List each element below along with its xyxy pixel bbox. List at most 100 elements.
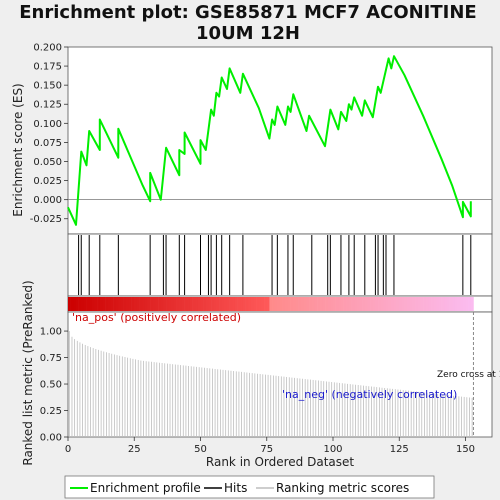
- gradient-segment: [454, 297, 458, 311]
- gradient-segment: [158, 297, 162, 311]
- gradient-segment: [325, 297, 328, 311]
- x-tick-label: 25: [128, 444, 141, 455]
- gradient-segment: [232, 297, 236, 311]
- gradient-segment: [423, 297, 427, 311]
- gradient-segment: [274, 297, 278, 311]
- gradient-segment: [449, 297, 453, 311]
- gradient-segment: [401, 297, 405, 311]
- gradient-segment: [333, 297, 336, 311]
- chart-title-line-2: 10UM 12H: [196, 23, 300, 44]
- gradient-segment: [171, 297, 175, 311]
- gradient-segment: [237, 297, 241, 311]
- gradient-segment: [208, 297, 212, 311]
- es-tick-label: 0.175: [33, 62, 62, 73]
- gradient-segment: [301, 297, 305, 311]
- gradient-segment: [399, 297, 403, 311]
- gradient-segment: [468, 297, 472, 311]
- gradient-segment: [68, 297, 71, 311]
- legend-box: [64, 475, 435, 499]
- gradient-segment: [219, 297, 222, 311]
- gradient-segment: [404, 297, 408, 311]
- gradient-segment: [253, 297, 257, 311]
- gradient-segment: [166, 297, 169, 311]
- rank-tick-label: 0.25: [40, 406, 62, 417]
- gradient-segment: [338, 297, 342, 311]
- gradient-segment: [187, 297, 191, 311]
- gradient-segment: [258, 297, 262, 311]
- gradient-segment: [269, 297, 273, 311]
- es-tick-label: 0.075: [33, 138, 62, 149]
- gradient-segment: [396, 297, 400, 311]
- ranking-panel: [67, 311, 493, 438]
- gradient-segment: [425, 297, 429, 311]
- gradient-segment: [203, 297, 207, 311]
- gradient-segment: [147, 297, 151, 311]
- es-tick-label: 0.200: [33, 43, 62, 54]
- x-tick-label: 100: [323, 444, 342, 455]
- hits-panel: [67, 233, 493, 297]
- gradient-segment: [462, 297, 466, 311]
- gradient-segment: [78, 297, 82, 311]
- gradient-segment: [195, 297, 199, 311]
- gradient-segment: [245, 297, 249, 311]
- gradient-segment: [75, 297, 79, 311]
- es-tick-label: 0.050: [33, 157, 62, 168]
- legend: Enrichment profile Hits Ranking metric s…: [64, 475, 435, 499]
- gradient-segment: [192, 297, 196, 311]
- gradient-segment: [128, 297, 132, 311]
- gradient-segment: [152, 297, 156, 311]
- gradient-segment: [97, 297, 101, 311]
- gradient-segment: [343, 297, 347, 311]
- gradient-segment: [134, 297, 138, 311]
- gradient-segment: [113, 297, 116, 311]
- gradient-segment: [327, 297, 331, 311]
- gradient-segment: [160, 297, 164, 311]
- x-tick-label: 150: [456, 444, 475, 455]
- gradient-segment: [412, 297, 416, 311]
- gradient-segment: [415, 297, 419, 311]
- gradient-segment: [303, 297, 307, 311]
- gradient-segment: [155, 297, 159, 311]
- gradient-segment: [359, 297, 363, 311]
- gradient-segment: [91, 297, 95, 311]
- es-panel: [67, 46, 493, 235]
- gradient-segment: [179, 297, 183, 311]
- es-tick-label: 0.025: [33, 176, 62, 187]
- gradient-segment: [70, 297, 74, 311]
- gradient-segment: [465, 297, 469, 311]
- legend-ranking-label: Ranking metric scores: [276, 481, 409, 495]
- gradient-segment: [240, 297, 244, 311]
- gradient-segment: [290, 297, 294, 311]
- es-tick-label: 0.100: [33, 119, 62, 130]
- gradient-segment: [322, 297, 326, 311]
- gradient-segment: [452, 297, 456, 311]
- gradient-segment: [420, 297, 424, 311]
- gradient-segment: [293, 297, 297, 311]
- gradient-segment: [431, 297, 434, 311]
- gradient-segment: [298, 297, 302, 311]
- gradient-segment: [227, 297, 230, 311]
- rank-tick-label: 0.00: [40, 433, 62, 444]
- gradient-segment: [264, 297, 268, 311]
- gradient-segment: [213, 297, 217, 311]
- gradient-segment: [189, 297, 193, 311]
- gradient-segment: [375, 297, 379, 311]
- gradient-segment: [110, 297, 114, 311]
- gradient-segment: [81, 297, 85, 311]
- gradient-segment: [126, 297, 130, 311]
- gradient-segment: [433, 297, 437, 311]
- gradient-segment: [393, 297, 397, 311]
- gradient-segment: [144, 297, 148, 311]
- legend-hits-label: Hits: [224, 481, 247, 495]
- zero-cross-label: Zero cross at 153: [437, 370, 500, 380]
- gradient-segment: [184, 297, 188, 311]
- gradient-segment: [446, 297, 450, 311]
- gradient-segment: [229, 297, 233, 311]
- gradient-segment: [73, 297, 77, 311]
- gradient-segment: [168, 297, 172, 311]
- x-tick-label: 75: [260, 444, 273, 455]
- gradient-segment: [250, 297, 254, 311]
- gradient-segment: [386, 297, 389, 311]
- gradient-segment: [261, 297, 265, 311]
- gradient-segment: [354, 297, 358, 311]
